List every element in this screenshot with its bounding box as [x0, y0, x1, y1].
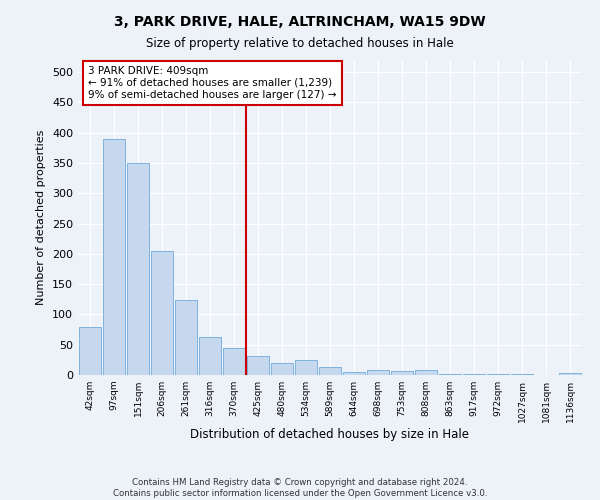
Bar	[199, 337, 221, 375]
Bar	[439, 374, 461, 375]
Bar	[415, 370, 437, 375]
X-axis label: Distribution of detached houses by size in Hale: Distribution of detached houses by size …	[191, 428, 470, 440]
Bar	[151, 251, 173, 375]
Bar	[127, 163, 149, 375]
Bar	[103, 138, 125, 375]
Bar	[367, 370, 389, 375]
Bar	[511, 374, 533, 375]
Bar	[319, 366, 341, 375]
Bar	[487, 374, 509, 375]
Bar	[247, 356, 269, 375]
Bar	[463, 374, 485, 375]
Bar	[271, 363, 293, 375]
Bar	[295, 360, 317, 375]
Y-axis label: Number of detached properties: Number of detached properties	[37, 130, 46, 305]
Text: 3, PARK DRIVE, HALE, ALTRINCHAM, WA15 9DW: 3, PARK DRIVE, HALE, ALTRINCHAM, WA15 9D…	[114, 15, 486, 29]
Text: Size of property relative to detached houses in Hale: Size of property relative to detached ho…	[146, 38, 454, 51]
Bar	[391, 372, 413, 375]
Bar	[79, 326, 101, 375]
Bar	[175, 300, 197, 375]
Bar	[223, 348, 245, 375]
Bar	[559, 373, 581, 375]
Bar	[343, 372, 365, 375]
Text: 3 PARK DRIVE: 409sqm
← 91% of detached houses are smaller (1,239)
9% of semi-det: 3 PARK DRIVE: 409sqm ← 91% of detached h…	[88, 66, 337, 100]
Text: Contains HM Land Registry data © Crown copyright and database right 2024.
Contai: Contains HM Land Registry data © Crown c…	[113, 478, 487, 498]
